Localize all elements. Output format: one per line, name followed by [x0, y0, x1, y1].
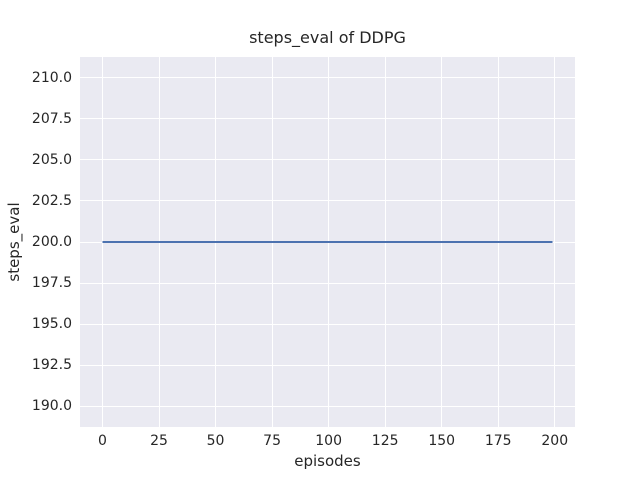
- y-gridline: [80, 364, 575, 366]
- x-tick-label: 50: [206, 433, 225, 449]
- y-tick-label: 190.0: [31, 398, 72, 415]
- y-tick-label: 210.0: [31, 69, 72, 86]
- y-tick-label: 200.0: [31, 234, 72, 250]
- x-tick-label: 175: [484, 433, 512, 449]
- x-tick-label: 150: [428, 433, 456, 449]
- y-gridline: [80, 323, 575, 325]
- plot-area: [80, 57, 575, 427]
- y-gridline: [80, 200, 575, 202]
- chart-title: steps_eval of DDPG: [249, 28, 406, 47]
- x-tick-label: 200: [541, 433, 569, 449]
- y-gridline: [80, 282, 575, 284]
- x-tick-label: 100: [315, 433, 342, 449]
- y-tick-label: 207.5: [31, 110, 72, 127]
- y-tick-label: 205.0: [31, 151, 72, 168]
- y-gridline: [80, 159, 575, 161]
- y-tick-label: 195.0: [31, 316, 72, 333]
- series-line-layer: [102, 241, 553, 243]
- x-tick-label: 25: [150, 433, 168, 449]
- x-tick-label: 75: [263, 433, 281, 449]
- y-tick-label: 197.5: [31, 275, 72, 292]
- x-tick-label: 0: [98, 433, 107, 449]
- y-gridline: [80, 77, 575, 79]
- y-gridline: [80, 118, 575, 120]
- y-tick-label: 202.5: [31, 192, 72, 209]
- x-axis-label: episodes: [294, 452, 361, 470]
- y-gridline: [80, 405, 575, 407]
- y-tick-label: 192.5: [31, 357, 72, 374]
- x-tick-label: 125: [371, 433, 399, 449]
